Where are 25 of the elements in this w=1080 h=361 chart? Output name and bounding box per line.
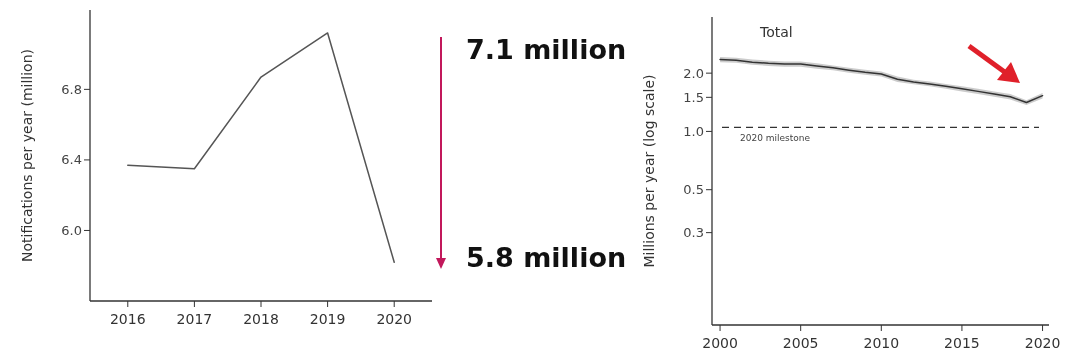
x-tick-label: 2019: [309, 311, 346, 327]
x-tick-label: 2000: [702, 335, 738, 351]
x-tick-label: 2016: [109, 311, 146, 327]
text: 5.8 million: [466, 242, 627, 273]
y-axis-title: Millions per year (log scale): [641, 74, 657, 268]
x-tick-label: 2020: [376, 311, 413, 327]
series-label: Total: [759, 24, 793, 40]
x-tick-label: 2017: [176, 311, 213, 327]
x-tick-label: 2010: [863, 335, 900, 351]
y-tick-label: 6.4: [61, 152, 82, 168]
y-axis-title: Notifications per year (million): [19, 48, 35, 263]
text: 7.1 million: [466, 34, 627, 65]
x-tick-label: 2020: [1024, 335, 1061, 351]
x-tick-label: 2015: [944, 335, 980, 351]
line-series: [127, 32, 395, 263]
y-tick-label: 1.0: [683, 123, 704, 139]
y-tick-label: 1.5: [683, 89, 704, 105]
y-tick-label: 6.8: [61, 81, 82, 97]
x-tick-label: 2018: [243, 311, 279, 327]
y-tick-label: 0.3: [683, 225, 704, 241]
x-tick-label: 2005: [782, 335, 819, 351]
y-tick-label: 0.5: [683, 182, 704, 198]
y-tick-label: 2.0: [683, 65, 704, 81]
y-tick-label: 6.0: [61, 222, 82, 238]
ref-line-label: 2020 milestone: [740, 133, 811, 144]
